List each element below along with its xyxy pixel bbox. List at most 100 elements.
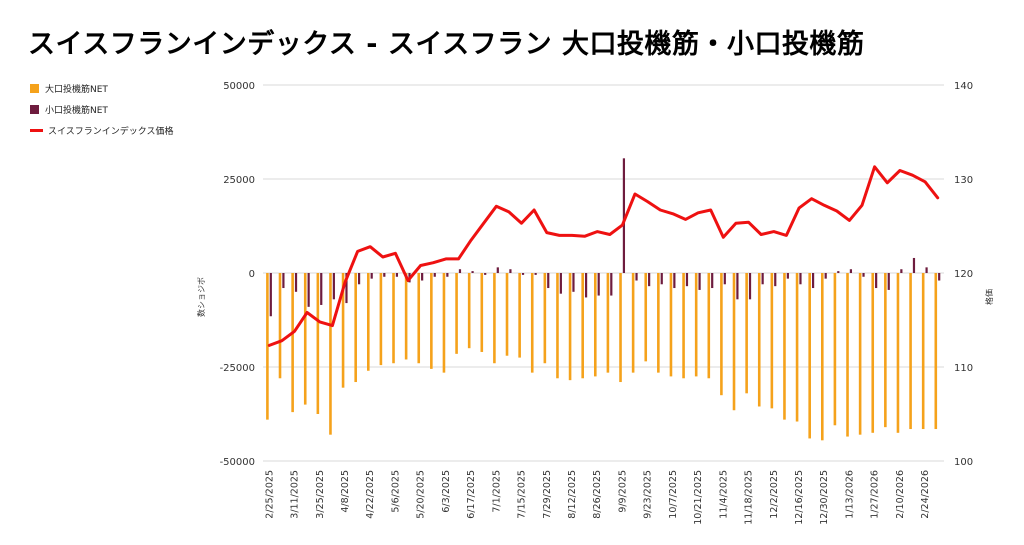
x-tick-label: 11/18/2025 (744, 470, 755, 525)
bar-large-net (921, 273, 925, 430)
x-tick-label: 5/6/2025 (390, 470, 401, 513)
bar-small-net (622, 158, 626, 273)
bar-small-net (395, 273, 399, 277)
bar-small-net (446, 273, 449, 277)
bar-small-net (383, 273, 386, 277)
bar-small-net (320, 273, 323, 305)
bar-small-net (345, 273, 348, 304)
bar-large-net (846, 273, 849, 437)
bar-large-net (694, 273, 698, 377)
bar-large-net (530, 273, 534, 373)
bar-large-net (518, 273, 521, 358)
x-tick-label: 5/20/2025 (416, 470, 427, 519)
legend-label-small-net: 小口投機筋NET (45, 106, 108, 116)
bar-small-net (912, 257, 916, 273)
y-tick-label: -50000 (220, 457, 255, 468)
bar-small-net (307, 273, 310, 307)
bar-large-net (392, 273, 395, 364)
bar-large-net (745, 273, 748, 394)
bar-large-net (884, 273, 887, 428)
bar-small-net (282, 273, 285, 289)
y-tick-label: -25000 (220, 363, 255, 374)
bar-large-net (493, 273, 496, 364)
bar-large-net (455, 273, 458, 354)
bar-small-net (484, 273, 487, 275)
bar-large-net (379, 273, 383, 366)
x-tick-label: 10/21/2025 (693, 470, 704, 525)
bar-large-net (593, 273, 597, 377)
bar-small-net (534, 273, 537, 275)
bar-small-net (635, 273, 638, 281)
bar-large-net (556, 273, 559, 379)
bar-large-net (858, 273, 862, 435)
legend-item-small-net: 小口投機筋NET (30, 99, 173, 120)
y-tick-label: 50000 (223, 81, 255, 92)
bar-large-net (682, 273, 685, 379)
bar-large-net (783, 273, 786, 420)
bar-small-net (862, 273, 865, 277)
y-tick-label: 0 (249, 269, 255, 280)
bar-large-net (657, 273, 660, 373)
bar-large-net (631, 273, 635, 373)
x-tick-label: 7/15/2025 (517, 470, 528, 519)
x-tick-label: 9/23/2025 (643, 470, 654, 519)
x-tick-label: 12/2/2025 (769, 470, 780, 519)
x-tick-label: 3/11/2025 (290, 470, 301, 519)
x-tick-label: 4/22/2025 (365, 470, 376, 519)
y2-tick-label: 110 (954, 363, 973, 374)
bar-large-net (808, 273, 811, 439)
y2-tick-label: 140 (954, 81, 973, 92)
bar-large-net (278, 273, 282, 379)
x-tick-label: 12/30/2025 (819, 470, 830, 525)
bar-small-net (421, 273, 424, 281)
y2-tick-label: 100 (954, 457, 973, 468)
x-tick-label: 8/26/2025 (592, 470, 603, 519)
bar-small-net (736, 273, 739, 300)
bar-small-net (521, 273, 525, 275)
bar-large-net (934, 273, 938, 430)
bar-large-net (354, 273, 357, 383)
legend-item-large-net: 大口投機筋NET (30, 78, 173, 99)
bar-large-net (619, 273, 622, 383)
bar-small-net (660, 273, 663, 285)
bar-small-net (572, 273, 575, 292)
x-tick-label: 9/9/2025 (617, 470, 628, 513)
bar-small-net (458, 269, 462, 273)
legend-label-large-net: 大口投機筋NET (45, 85, 108, 95)
bar-small-net (723, 273, 726, 285)
bar-large-net (404, 273, 408, 360)
bar-large-net (366, 273, 370, 371)
bar-small-net (900, 269, 903, 273)
legend: 大口投機筋NET 小口投機筋NET スイスフランインデックス価格 (30, 78, 173, 141)
legend-swatch-index-price (30, 129, 43, 132)
x-tick-label: 7/29/2025 (542, 470, 553, 519)
bar-small-net (547, 273, 550, 289)
series-line-index-price (267, 165, 940, 347)
y2-tick-label: 120 (954, 269, 973, 280)
bar-large-net (581, 273, 584, 379)
bar-small-net (332, 273, 335, 300)
x-tick-label: 10/7/2025 (668, 470, 679, 519)
bar-large-net (467, 273, 471, 349)
bar-large-net (770, 273, 774, 409)
bar-small-net (938, 273, 941, 281)
x-tick-label: 6/17/2025 (466, 470, 477, 519)
bar-large-net (329, 273, 332, 435)
bar-small-net (774, 273, 777, 287)
bar-large-net (909, 273, 912, 430)
bar-small-net (673, 273, 676, 289)
bar-large-net (669, 273, 673, 377)
y2-tick-label: 130 (954, 175, 973, 186)
bar-large-net (430, 273, 433, 369)
bar-small-net (887, 273, 890, 290)
bar-small-net (584, 273, 588, 298)
bar-small-net (875, 273, 878, 289)
bar-large-net (291, 273, 294, 413)
bar-large-net (757, 273, 761, 407)
bar-small-net (597, 273, 600, 296)
x-tick-label: 1/13/2026 (844, 470, 855, 519)
bar-large-net (606, 273, 610, 373)
bar-large-net (266, 273, 269, 420)
bar-small-net (761, 273, 764, 285)
